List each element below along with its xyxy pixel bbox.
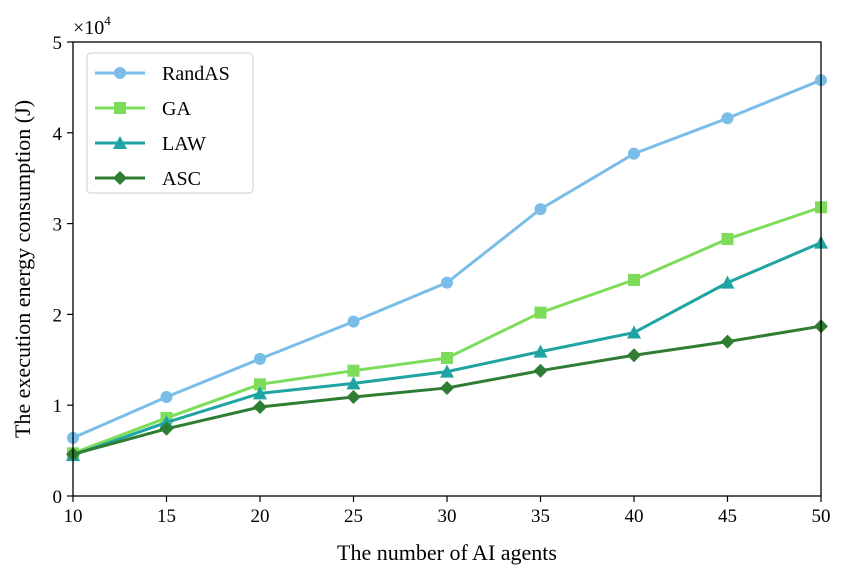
data-point <box>628 147 640 160</box>
data-point <box>254 352 266 365</box>
data-point <box>720 334 735 349</box>
x-tick-label: 10 <box>64 506 83 527</box>
data-point <box>254 378 266 391</box>
x-tick-label: 40 <box>625 506 644 527</box>
legend-label: LAW <box>162 133 206 155</box>
data-point <box>441 276 453 289</box>
data-point <box>253 386 267 400</box>
series-ga <box>67 201 827 460</box>
x-tick-label: 30 <box>438 506 457 527</box>
data-point <box>441 351 453 364</box>
y-tick-label: 4 <box>53 124 63 145</box>
x-tick-label: 35 <box>531 506 550 527</box>
legend-marker-circle <box>114 67 126 79</box>
data-point <box>534 203 547 216</box>
x-tick-label: 50 <box>812 506 831 527</box>
x-tick-label: 25 <box>344 506 363 527</box>
y-tick-label: 5 <box>53 33 63 54</box>
legend-label: RandAS <box>162 63 230 85</box>
series-asc <box>66 319 828 462</box>
y-tick-label: 3 <box>53 215 63 236</box>
legend-marker-triangle <box>113 136 127 149</box>
x-tick-label: 15 <box>157 506 176 527</box>
legend-label: ASC <box>162 168 201 190</box>
legend-label: GA <box>162 98 191 120</box>
data-point <box>721 233 734 246</box>
series-randas <box>67 74 827 444</box>
data-point <box>534 306 547 319</box>
data-point <box>627 348 641 363</box>
data-point <box>346 390 361 405</box>
legend-marker-square <box>114 102 126 114</box>
data-point <box>160 391 173 404</box>
x-tick-label: 45 <box>718 506 737 527</box>
y-tick-label: 0 <box>53 487 63 508</box>
legend-marker-diamond <box>113 171 127 185</box>
legend-box <box>86 52 254 194</box>
data-point <box>347 315 360 328</box>
data-point <box>440 364 454 378</box>
x-axis-label: The number of AI agents <box>337 540 557 565</box>
data-point <box>533 344 548 358</box>
y-multiplier: ×104 <box>73 13 111 39</box>
data-point <box>627 325 641 339</box>
data-point <box>533 363 548 378</box>
data-point <box>720 275 735 289</box>
data-point <box>159 421 174 436</box>
data-point <box>253 400 267 415</box>
y-tick-label: 1 <box>53 396 63 417</box>
data-point <box>628 273 640 286</box>
data-point <box>721 112 734 125</box>
data-point <box>346 376 361 390</box>
data-point <box>440 380 454 395</box>
data-point <box>347 364 360 377</box>
y-axis-label: The execution energy consumption (J) <box>10 100 35 438</box>
x-tick-label: 20 <box>251 506 270 527</box>
legend: RandAS GA LAW ASC <box>86 52 254 194</box>
y-tick-label: 2 <box>53 305 63 326</box>
series-law <box>66 235 828 462</box>
